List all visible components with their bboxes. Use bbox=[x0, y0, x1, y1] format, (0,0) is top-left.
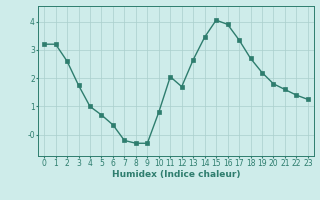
X-axis label: Humidex (Indice chaleur): Humidex (Indice chaleur) bbox=[112, 170, 240, 179]
